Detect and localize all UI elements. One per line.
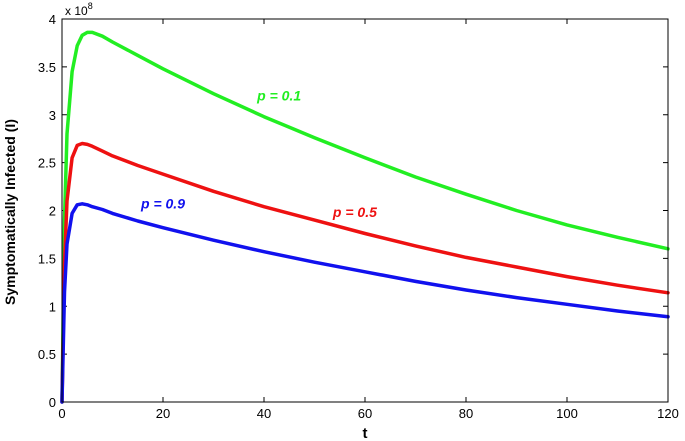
series-lines: [60, 30, 670, 404]
x-tick-label: 0: [58, 406, 65, 421]
series-annotation: p = 0.5: [332, 204, 377, 220]
y-multiplier-base: x 10: [65, 4, 88, 18]
y-tick-label: 0: [49, 395, 56, 410]
x-tick-label: 100: [556, 406, 578, 421]
y-tick-label: 3: [49, 108, 56, 123]
y-tick-label: 3.5: [38, 60, 56, 75]
y-multiplier-exponent: 8: [88, 1, 93, 11]
y-multiplier: x 108: [65, 1, 93, 18]
plot-background: [62, 19, 668, 402]
x-tick-label: 60: [358, 406, 372, 421]
series-line-2: [60, 141, 670, 404]
y-axis-title: Symptomatically Infected (I): [2, 119, 18, 305]
y-tick-label: 1.5: [38, 251, 56, 266]
x-tick-label: 20: [156, 406, 170, 421]
series-line-1: [60, 30, 670, 404]
y-tick-label: 4: [49, 12, 56, 27]
y-tick-label: 1: [49, 299, 56, 314]
series-annotations: p = 0.1 p = 0.5 p = 0.9: [140, 87, 377, 220]
series-annotation: p = 0.1: [256, 87, 301, 103]
y-tick-label: 2.5: [38, 156, 56, 171]
y-tick-label: 2: [49, 204, 56, 219]
y-tick-label: 0.5: [38, 347, 56, 362]
series-line-3: [60, 202, 670, 404]
x-tick-label: 120: [657, 406, 679, 421]
x-axis-title: t: [363, 425, 368, 441]
plot-frame: [61, 18, 669, 403]
series-annotation: p = 0.9: [140, 196, 185, 212]
x-tick-label: 80: [459, 406, 473, 421]
axis-ticks: 0 20 40 60 80 100 120 0 0.5 1 1.5 2 2.5 3 3.5 4: [38, 12, 679, 421]
x-tick-label: 40: [257, 406, 271, 421]
